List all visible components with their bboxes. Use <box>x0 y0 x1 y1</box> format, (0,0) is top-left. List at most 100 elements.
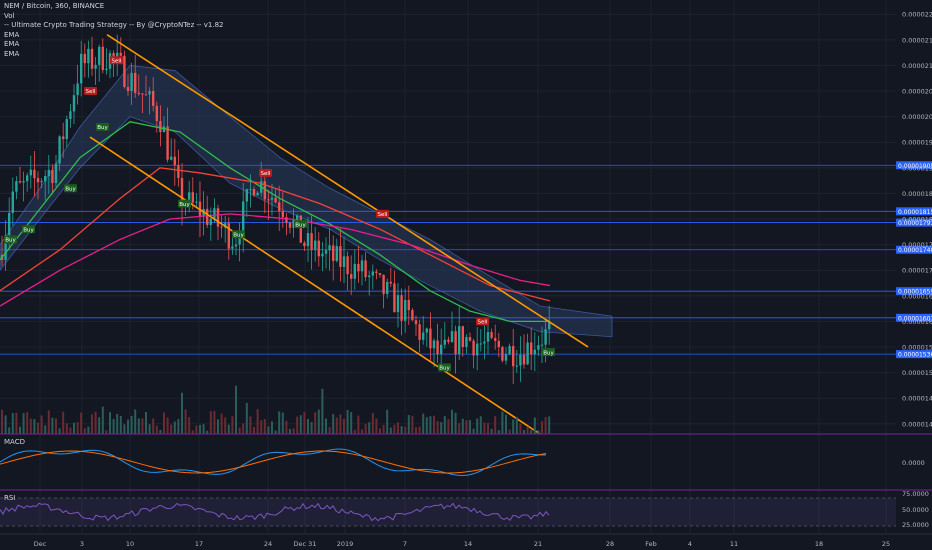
candle-body <box>18 181 22 183</box>
volume-bar <box>433 415 435 434</box>
time-tick-label: 28 <box>606 540 614 548</box>
candle-body <box>36 178 40 183</box>
candle-body <box>364 260 367 278</box>
rsi-axis-label: 75.0000 <box>902 490 929 498</box>
volume-bar <box>123 424 126 434</box>
candle-body <box>285 217 288 223</box>
volume-bar <box>15 412 18 434</box>
candle-body <box>69 111 72 120</box>
time-tick-label: 2019 <box>337 540 354 548</box>
volume-bar <box>274 430 277 434</box>
candle-body <box>512 346 515 367</box>
volume-bar <box>415 427 417 434</box>
candle-body <box>224 223 227 228</box>
volume-bar <box>487 422 489 434</box>
volume-bar <box>130 416 133 434</box>
candle-body <box>548 322 551 330</box>
indicator-vol[interactable]: Vol <box>4 11 15 20</box>
volume-bar <box>314 412 317 434</box>
indicator-ema-3[interactable]: EMA <box>4 49 20 58</box>
volume-bar <box>368 422 371 434</box>
signal-tag <box>438 363 451 372</box>
candle-body <box>144 94 148 96</box>
volume-bar <box>429 416 432 434</box>
indicator-ema-2[interactable]: EMA <box>4 40 20 48</box>
rsi-label[interactable]: RSI <box>4 494 16 502</box>
signal-tag <box>376 209 389 218</box>
candle-body <box>209 218 212 225</box>
volume-bar <box>343 418 345 434</box>
candle-body <box>447 339 450 342</box>
candle-body <box>429 328 432 349</box>
macd-panel: 0.0000 <box>0 433 932 477</box>
candle-body <box>310 233 313 250</box>
candle-body <box>76 83 79 96</box>
candle-body <box>422 332 425 340</box>
ema-mid-line <box>0 167 551 302</box>
volume-bar <box>397 422 399 434</box>
time-tick-label: 17 <box>195 540 203 548</box>
signal-label: Sell <box>261 171 271 177</box>
volume-bar <box>109 412 111 434</box>
candle-body <box>256 192 259 196</box>
price-marker-tag <box>896 218 932 227</box>
candle-body <box>191 192 194 203</box>
volume-bar <box>310 422 313 434</box>
candle-body <box>357 263 360 272</box>
candle-body <box>22 181 25 183</box>
signal-label: Buy <box>23 227 34 233</box>
candle-body <box>152 91 155 106</box>
candle-body <box>170 156 173 160</box>
candle-body <box>418 324 421 340</box>
candle-body <box>522 354 526 365</box>
volume-bar <box>127 419 129 434</box>
volume-bar <box>245 402 248 434</box>
candle-body <box>375 271 378 273</box>
volume-bar <box>8 427 11 434</box>
volume-bar <box>188 417 191 434</box>
volume-bar <box>58 428 61 434</box>
macd-label[interactable]: MACD <box>4 438 25 446</box>
candle-body <box>483 341 486 344</box>
signal-tag <box>476 317 489 326</box>
volume-bar <box>389 427 392 434</box>
time-tick-label: 4 <box>688 540 692 548</box>
volume-bar <box>515 416 518 434</box>
candle-body <box>112 53 115 59</box>
volume-bar <box>155 425 158 434</box>
volume-bar <box>91 414 93 434</box>
time-tick-label: 7 <box>403 540 407 548</box>
price-tick-label: 0.00002100 <box>902 62 932 70</box>
volume-bar <box>1 409 3 434</box>
candle-body <box>252 189 256 196</box>
macd-line <box>0 448 547 477</box>
candle-body <box>234 244 238 247</box>
price-tick-label: 0.00002200 <box>902 11 932 19</box>
candle-body <box>188 192 191 206</box>
candle-body <box>490 332 493 338</box>
candle-body <box>537 345 540 350</box>
candle-body <box>130 72 133 91</box>
symbol-title[interactable]: NEM / Bitcoin, 360, BINANCE <box>4 2 105 10</box>
candle-body <box>544 329 547 345</box>
volume-bar <box>422 413 425 434</box>
candle-body <box>173 156 176 166</box>
volume-bar <box>209 411 212 434</box>
candle-body <box>432 340 436 349</box>
price-tick-label: 0.00001600 <box>902 318 932 326</box>
indicator-ema-1[interactable]: EMA <box>4 30 20 39</box>
volume-bar <box>436 421 439 434</box>
volume-bar <box>296 416 299 434</box>
candle-body <box>242 201 245 239</box>
volume-bar <box>260 420 263 434</box>
volume-bar <box>199 425 201 434</box>
candle-body <box>65 119 68 140</box>
candle-body <box>324 250 328 254</box>
volume-bar <box>364 424 367 434</box>
indicator-strategy[interactable]: -- Ultimate Crypto Trading Strategy -- B… <box>4 21 224 29</box>
candle-body <box>400 295 403 321</box>
candle-body <box>105 68 108 71</box>
candle-body <box>141 93 144 95</box>
candle-body <box>220 226 223 228</box>
